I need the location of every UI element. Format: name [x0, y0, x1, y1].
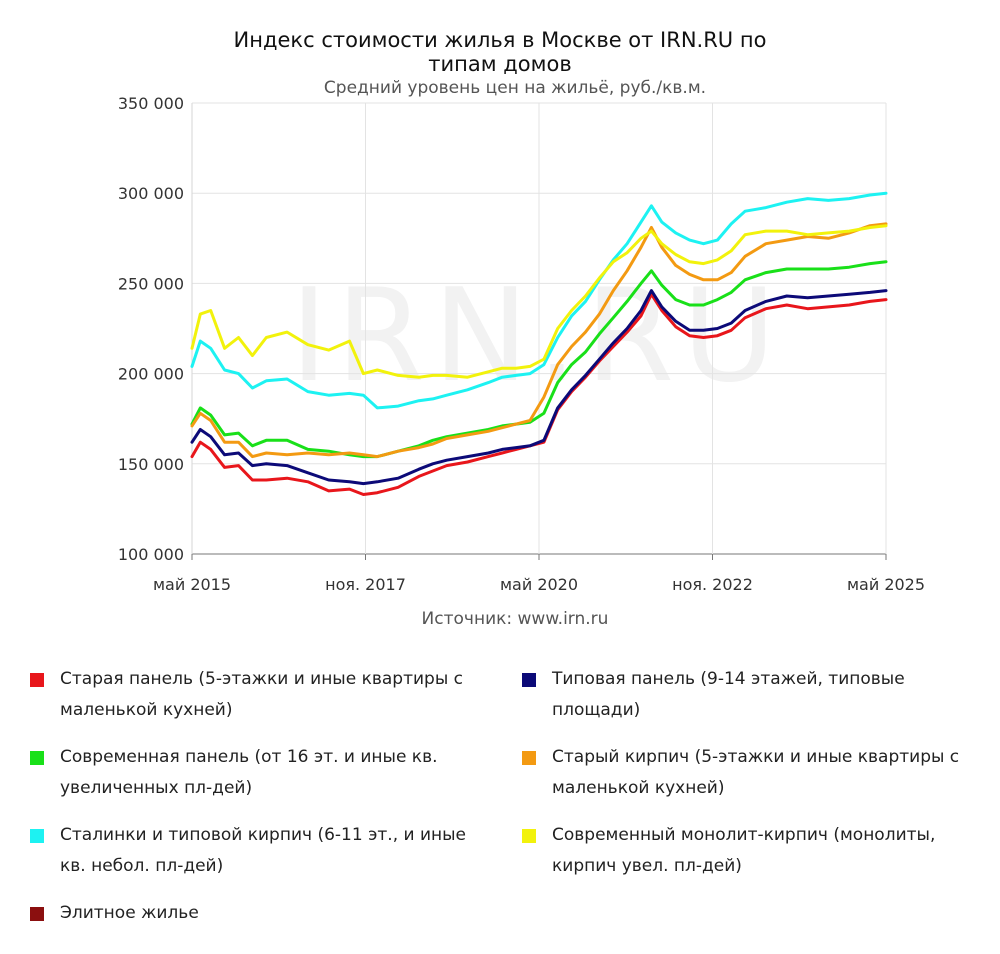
y-tick-label: 300 000 — [118, 184, 184, 203]
legend-label: Элитное жилье — [60, 903, 199, 923]
legend-label: Типовая панель (9-14 этажей, типовые пло… — [552, 669, 905, 720]
legend-item[interactable]: Элитное жилье — [30, 898, 470, 929]
legend-item[interactable]: Старый кирпич (5-этажки и иные квартиры … — [522, 742, 962, 804]
legend-swatch — [30, 673, 44, 687]
legend-label: Современный монолит-кирпич (монолиты, ки… — [552, 825, 936, 876]
legend-swatch — [522, 673, 536, 687]
legend-swatch — [522, 751, 536, 765]
legend-label: Старая панель (5-этажки и иные квартиры … — [60, 669, 464, 720]
y-tick-label: 200 000 — [118, 365, 184, 384]
x-tick-label: ноя. 2017 — [325, 575, 406, 594]
legend-swatch — [30, 907, 44, 921]
legend-item[interactable]: Старая панель (5-этажки и иные квартиры … — [30, 664, 470, 726]
chart-title-line-2: типам домов — [428, 52, 572, 76]
series-line-1 — [190, 292, 888, 496]
legend-swatch — [522, 829, 536, 843]
chart-title: Индекс стоимости жилья в Москве от IRN.R… — [0, 28, 1000, 76]
legend-label: Сталинки и типовой кирпич (6-11 эт., и и… — [60, 825, 467, 876]
series-line-6 — [190, 224, 888, 379]
legend-label: Старый кирпич (5-этажки и иные квартиры … — [552, 747, 960, 798]
series-line-2 — [190, 289, 888, 486]
x-tick-label: май 2020 — [500, 575, 578, 594]
legend-item[interactable]: Современная панель (от 16 эт. и иные кв.… — [30, 742, 470, 804]
legend-label: Современная панель (от 16 эт. и иные кв.… — [60, 747, 438, 798]
legend-item[interactable]: Сталинки и типовой кирпич (6-11 эт., и и… — [30, 820, 470, 882]
legend-swatch — [30, 829, 44, 843]
x-tick-label: май 2015 — [153, 575, 231, 594]
chart-title-line-1: Индекс стоимости жилья в Москве от IRN.R… — [233, 28, 767, 52]
legend-item[interactable]: Типовая панель (9-14 этажей, типовые пло… — [522, 664, 962, 726]
chart-source: Источник: www.irn.ru — [421, 609, 609, 629]
chart-subtitle: Средний уровень цен на жильё, руб./кв.м. — [323, 78, 707, 98]
y-tick-label: 100 000 — [118, 545, 184, 564]
legend-swatch — [30, 751, 44, 765]
series-line-4 — [190, 222, 888, 459]
y-tick-label: 150 000 — [118, 455, 184, 474]
y-tick-label: 350 000 — [118, 94, 184, 113]
series-line-3 — [190, 260, 888, 459]
x-tick-label: ноя. 2022 — [672, 575, 753, 594]
y-tick-label: 250 000 — [118, 274, 184, 293]
legend-item[interactable]: Современный монолит-кирпич (монолиты, ки… — [522, 820, 962, 882]
series-line-5 — [190, 191, 888, 410]
x-tick-label: май 2025 — [847, 575, 925, 594]
